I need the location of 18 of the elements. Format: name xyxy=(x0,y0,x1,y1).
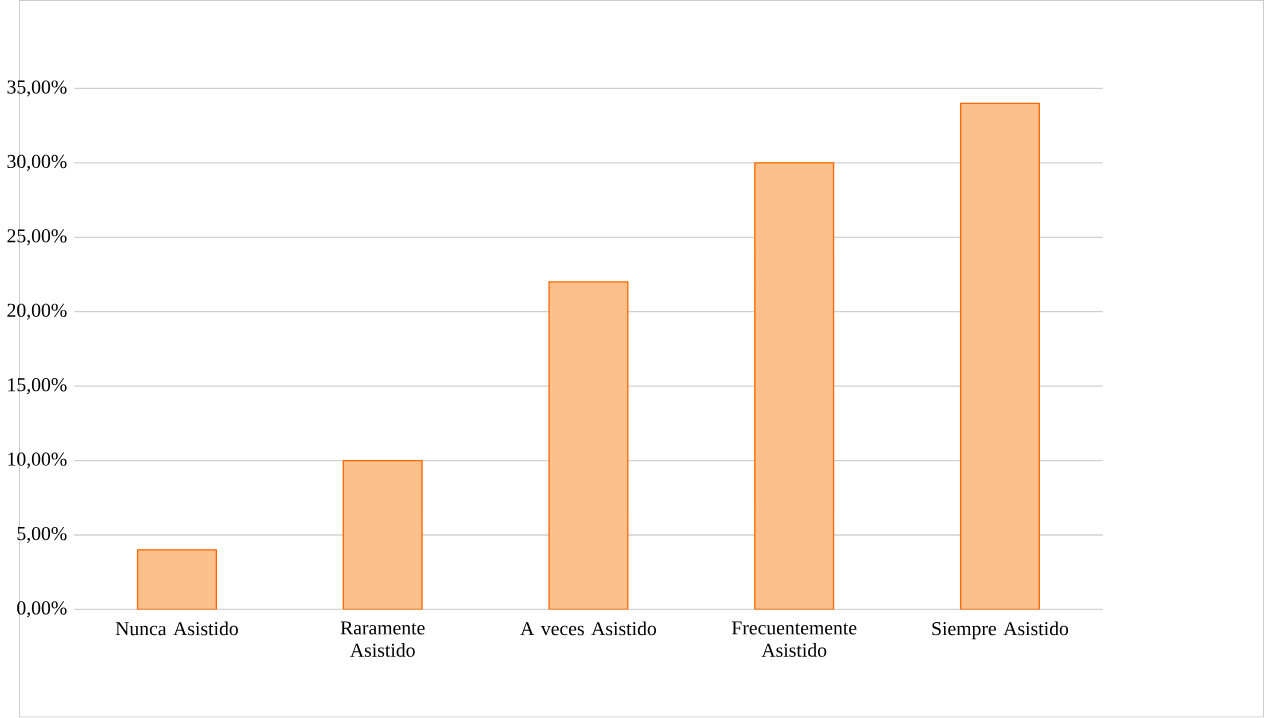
y-tick-label: 20,00% xyxy=(7,303,67,320)
bar xyxy=(754,162,835,610)
y-tick-label: 10,00% xyxy=(8,452,67,469)
bar xyxy=(342,460,423,610)
bar xyxy=(548,281,629,610)
y-tick-label: 5,00% xyxy=(17,527,67,544)
x-tick-label: Siempre Asistido xyxy=(932,621,1069,640)
bar xyxy=(959,102,1040,610)
y-tick-label: 15,00% xyxy=(8,378,67,395)
y-tick-label: 0,00% xyxy=(17,601,67,618)
x-tick-label: Frecuentemente Asistido xyxy=(731,621,857,658)
y-tick-label: 35,00% xyxy=(7,80,67,97)
bar xyxy=(136,549,217,610)
x-tick-label: A veces Asistido xyxy=(520,621,657,636)
x-tick-label: Nunca Asistido xyxy=(115,621,238,636)
y-tick-label: 25,00% xyxy=(7,229,67,246)
y-tick-label: 30,00% xyxy=(7,155,67,172)
x-tick-label: Raramente Asistido xyxy=(340,621,425,658)
